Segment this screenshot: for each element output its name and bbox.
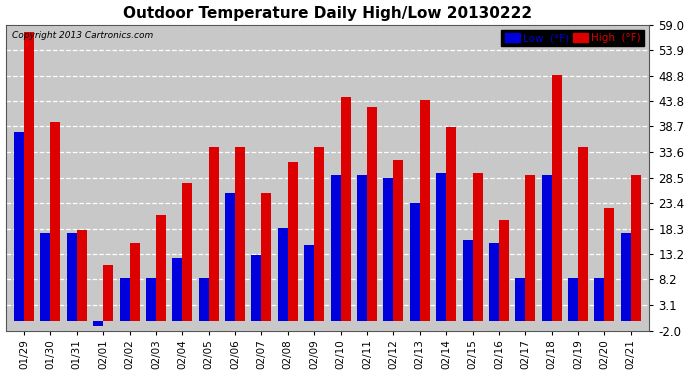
Bar — [262, 193, 271, 321]
Bar — [50, 122, 61, 321]
Bar — [251, 255, 262, 321]
Bar — [67, 233, 77, 321]
Bar — [225, 193, 235, 321]
Bar — [489, 243, 499, 321]
Bar — [104, 266, 113, 321]
Bar — [341, 97, 351, 321]
Bar — [393, 160, 404, 321]
Bar — [499, 220, 509, 321]
Bar — [525, 175, 535, 321]
Bar — [410, 202, 420, 321]
Bar — [304, 245, 314, 321]
Bar — [314, 147, 324, 321]
Bar — [552, 75, 562, 321]
Bar — [235, 147, 245, 321]
Bar — [41, 233, 50, 321]
Bar — [77, 230, 87, 321]
Bar — [278, 228, 288, 321]
Bar — [594, 278, 604, 321]
Bar — [367, 107, 377, 321]
Bar — [578, 147, 588, 321]
Bar — [182, 183, 193, 321]
Bar — [146, 278, 156, 321]
Bar — [119, 278, 130, 321]
Bar — [14, 132, 24, 321]
Bar — [621, 233, 631, 321]
Bar — [542, 175, 552, 321]
Bar — [93, 321, 104, 326]
Bar — [446, 128, 456, 321]
Bar — [130, 243, 139, 321]
Bar — [462, 240, 473, 321]
Bar — [473, 172, 482, 321]
Text: Copyright 2013 Cartronics.com: Copyright 2013 Cartronics.com — [12, 31, 153, 40]
Bar — [288, 162, 298, 321]
Bar — [420, 100, 430, 321]
Title: Outdoor Temperature Daily High/Low 20130222: Outdoor Temperature Daily High/Low 20130… — [123, 6, 532, 21]
Bar — [156, 215, 166, 321]
Bar — [631, 175, 641, 321]
Bar — [515, 278, 525, 321]
Bar — [208, 147, 219, 321]
Bar — [357, 175, 367, 321]
Bar — [172, 258, 182, 321]
Bar — [384, 177, 393, 321]
Bar — [604, 208, 615, 321]
Legend: Low  (°F), High  (°F): Low (°F), High (°F) — [502, 30, 644, 46]
Bar — [199, 278, 208, 321]
Bar — [568, 278, 578, 321]
Bar — [436, 172, 446, 321]
Bar — [331, 175, 341, 321]
Bar — [24, 32, 34, 321]
